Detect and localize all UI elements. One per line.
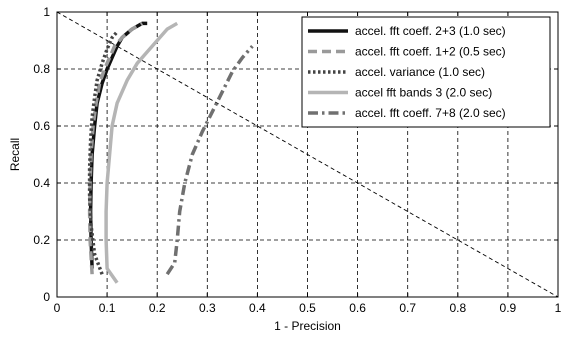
x-tick-label: 0.9 bbox=[500, 301, 517, 315]
legend-label: accel. fft coeff. 2+3 (1.0 sec) bbox=[355, 24, 506, 38]
x-tick-label: 0.1 bbox=[99, 301, 116, 315]
y-tick-label: 0 bbox=[43, 290, 50, 304]
x-tick-label: 0.3 bbox=[199, 301, 216, 315]
x-axis-label: 1 - Precision bbox=[274, 319, 341, 333]
x-tick-label: 0.2 bbox=[149, 301, 166, 315]
y-tick-label: 0.4 bbox=[33, 176, 50, 190]
reference-diagonal-line bbox=[56, 11, 559, 298]
x-tick-label: 0.7 bbox=[399, 301, 416, 315]
y-tick-label: 0.2 bbox=[33, 233, 50, 247]
y-axis-label: Recall bbox=[8, 138, 22, 171]
legend: accel. fft coeff. 2+3 (1.0 sec) accel. ff… bbox=[301, 16, 551, 128]
series-line-4 bbox=[104, 21, 179, 284]
y-tick-label: 0.8 bbox=[33, 62, 50, 76]
x-tick-label: 1 bbox=[555, 301, 561, 315]
legend-label: accel. fft coeff. 7+8 (2.0 sec) bbox=[355, 106, 506, 120]
x-tick-label: 0.8 bbox=[449, 301, 466, 315]
x-tick-label: 0.5 bbox=[299, 301, 316, 315]
series-group bbox=[87, 21, 254, 284]
x-tick-label: 0.6 bbox=[349, 301, 366, 315]
y-tick-label: 1 bbox=[43, 5, 50, 19]
legend-label: accel. fft coeff. 1+2 (0.5 sec) bbox=[355, 45, 506, 59]
x-tick-label: 0 bbox=[54, 301, 61, 315]
x-tick-label: 0.4 bbox=[249, 301, 266, 315]
series-line-2 bbox=[87, 21, 144, 275]
axis-ticks: 0 0.1 0.2 0.3 0.4 0.5 0.6 0.7 0.8 0.9 1 0 0.2 0.4 0.6 0… bbox=[33, 5, 561, 315]
legend-label: accel fft bands 3 (2.0 sec) bbox=[355, 86, 492, 100]
legend-label: accel. variance (1.0 sec) bbox=[355, 65, 485, 79]
reference-line bbox=[56, 11, 559, 298]
y-tick-label: 0.6 bbox=[33, 119, 50, 133]
